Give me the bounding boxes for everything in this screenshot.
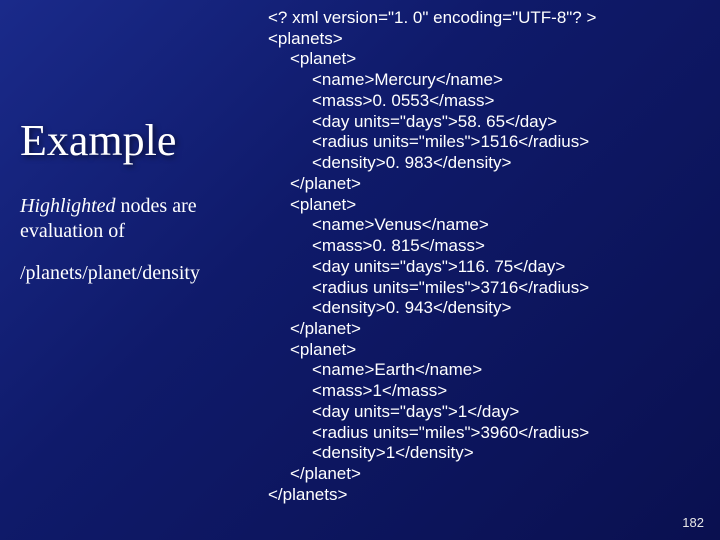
code-line: <density>1</density>: [312, 443, 596, 464]
code-line: </planet>: [290, 464, 596, 485]
left-column: Example Highlighted nodes are evaluation…: [20, 115, 260, 285]
code-line: <planet>: [290, 195, 596, 216]
code-line: <day units="days">1</day>: [312, 402, 596, 423]
code-line: <radius units="miles">1516</radius>: [312, 132, 596, 153]
code-line: <planets>: [268, 29, 596, 50]
code-line: <day units="days">58. 65</day>: [312, 112, 596, 133]
code-line: <mass>0. 0553</mass>: [312, 91, 596, 112]
code-line: <mass>0. 815</mass>: [312, 236, 596, 257]
code-line: <name>Venus</name>: [312, 215, 596, 236]
code-line: <planet>: [290, 340, 596, 361]
code-line: </planets>: [268, 485, 596, 506]
code-line: <density>0. 943</density>: [312, 298, 596, 319]
code-line: <radius units="miles">3960</radius>: [312, 423, 596, 444]
xpath-expression: /planets/planet/density: [20, 262, 260, 285]
code-line: <radius units="miles">3716</radius>: [312, 278, 596, 299]
code-line: </planet>: [290, 174, 596, 195]
code-line: </planet>: [290, 319, 596, 340]
xml-code-block: <? xml version="1. 0" encoding="UTF-8"? …: [268, 8, 596, 506]
slide-title: Example: [20, 115, 260, 166]
code-line: <name>Earth</name>: [312, 360, 596, 381]
slide-number: 182: [682, 515, 704, 530]
code-line: <mass>1</mass>: [312, 381, 596, 402]
subtitle: Highlighted nodes are evaluation of: [20, 194, 260, 244]
code-line: <? xml version="1. 0" encoding="UTF-8"? …: [268, 8, 596, 29]
slide: Example Highlighted nodes are evaluation…: [0, 0, 720, 540]
subtitle-highlighted-word: Highlighted: [20, 195, 116, 217]
code-line: <density>0. 983</density>: [312, 153, 596, 174]
code-line: <day units="days">116. 75</day>: [312, 257, 596, 278]
code-line: <name>Mercury</name>: [312, 70, 596, 91]
code-line: <planet>: [290, 49, 596, 70]
